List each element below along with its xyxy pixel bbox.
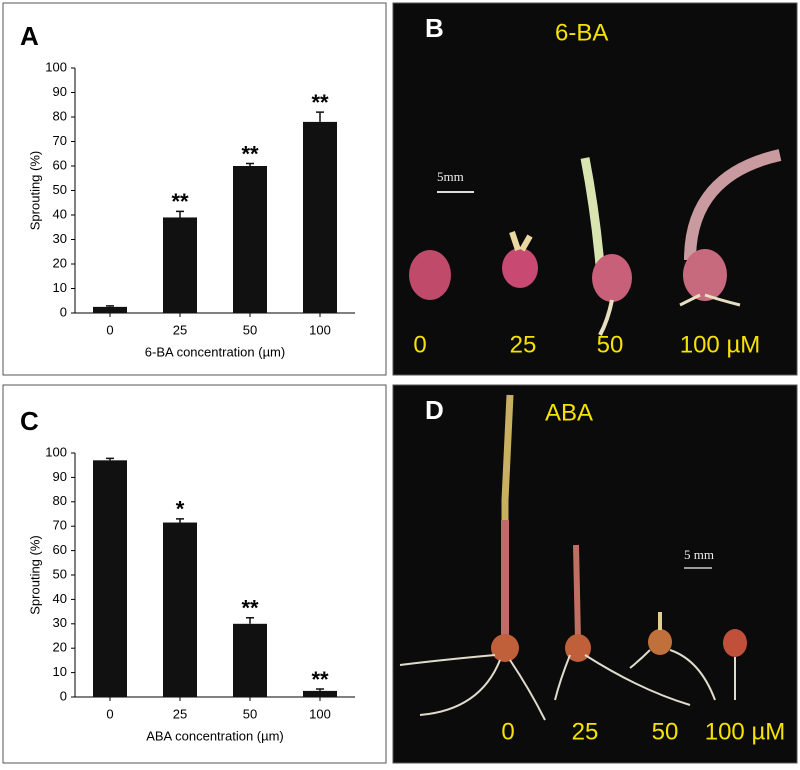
dose-label: 100 µM [680, 331, 761, 358]
dose-label: 0 [413, 331, 426, 358]
x-tick-label: 100 [309, 706, 331, 721]
x-tick-label: 50 [243, 322, 257, 337]
significance-mark: ** [241, 596, 259, 621]
x-tick-label: 25 [173, 322, 187, 337]
error-bar [106, 457, 114, 461]
bar [163, 217, 197, 313]
y-tick-label: 90 [53, 84, 67, 99]
x-tick-label: 0 [106, 322, 113, 337]
panel-label: D [425, 395, 444, 425]
y-tick-label: 0 [60, 688, 67, 703]
significance-mark: ** [311, 667, 329, 692]
x-tick-label: 0 [106, 706, 113, 721]
y-tick-label: 50 [53, 182, 67, 197]
bar [163, 522, 197, 697]
y-tick-label: 20 [53, 255, 67, 270]
error-bar [106, 305, 114, 307]
bar [93, 460, 127, 697]
y-tick-label: 90 [53, 469, 67, 484]
photo-d [392, 384, 798, 764]
dose-label: 50 [597, 331, 624, 358]
significance-mark: ** [241, 141, 259, 166]
bar [233, 623, 267, 697]
sprouts [409, 149, 782, 336]
panel-label: A [20, 21, 39, 51]
error-bar [246, 616, 254, 624]
photo-title: 6-BA [555, 19, 608, 46]
error-bar [246, 162, 254, 166]
y-tick-label: 10 [53, 280, 67, 295]
x-tick-label: 25 [173, 706, 187, 721]
dose-label: 0 [501, 718, 514, 745]
photo-title: ABA [545, 399, 593, 426]
y-tick-label: 20 [53, 640, 67, 655]
x-tick-label: 100 [309, 322, 331, 337]
panel-label: C [20, 406, 39, 436]
significance-mark: ** [311, 90, 329, 115]
x-axis-label: ABA concentration (µm) [146, 728, 284, 743]
dose-label: 25 [510, 331, 537, 358]
y-tick-label: 10 [53, 664, 67, 679]
error-bar [176, 210, 184, 218]
significance-mark: ** [171, 189, 189, 214]
y-tick-label: 40 [53, 206, 67, 221]
y-tick-label: 50 [53, 566, 67, 581]
panel-label: B [425, 13, 444, 43]
x-tick-label: 50 [243, 706, 257, 721]
error-bar [316, 111, 324, 122]
scale-label: 5mm [437, 169, 464, 184]
scale-label: 5 mm [684, 547, 714, 562]
x-axis-label: 6-BA concentration (µm) [145, 344, 285, 359]
bar [303, 690, 337, 697]
y-tick-label: 60 [53, 542, 67, 557]
y-tick-label: 70 [53, 133, 67, 148]
y-tick-label: 80 [53, 493, 67, 508]
dose-label: 100 µM [705, 718, 786, 745]
dose-label: 50 [652, 718, 679, 745]
y-tick-label: 30 [53, 231, 67, 246]
bar [303, 121, 337, 314]
dose-label: 25 [572, 718, 599, 745]
y-tick-label: 60 [53, 157, 67, 172]
y-tick-label: 40 [53, 591, 67, 606]
y-tick-label: 70 [53, 518, 67, 533]
y-tick-label: 80 [53, 108, 67, 123]
significance-mark: * [176, 497, 185, 522]
y-tick-label: 100 [45, 59, 67, 74]
bar [93, 306, 127, 313]
y-axis-label: Sprouting (%) [27, 151, 42, 230]
error-bar [316, 688, 324, 691]
bar [233, 166, 267, 313]
error-bar [176, 518, 184, 523]
y-tick-label: 0 [60, 304, 67, 319]
y-axis-label: Sprouting (%) [27, 535, 42, 614]
y-tick-label: 30 [53, 615, 67, 630]
seedlings [399, 394, 747, 721]
y-tick-label: 100 [45, 444, 67, 459]
